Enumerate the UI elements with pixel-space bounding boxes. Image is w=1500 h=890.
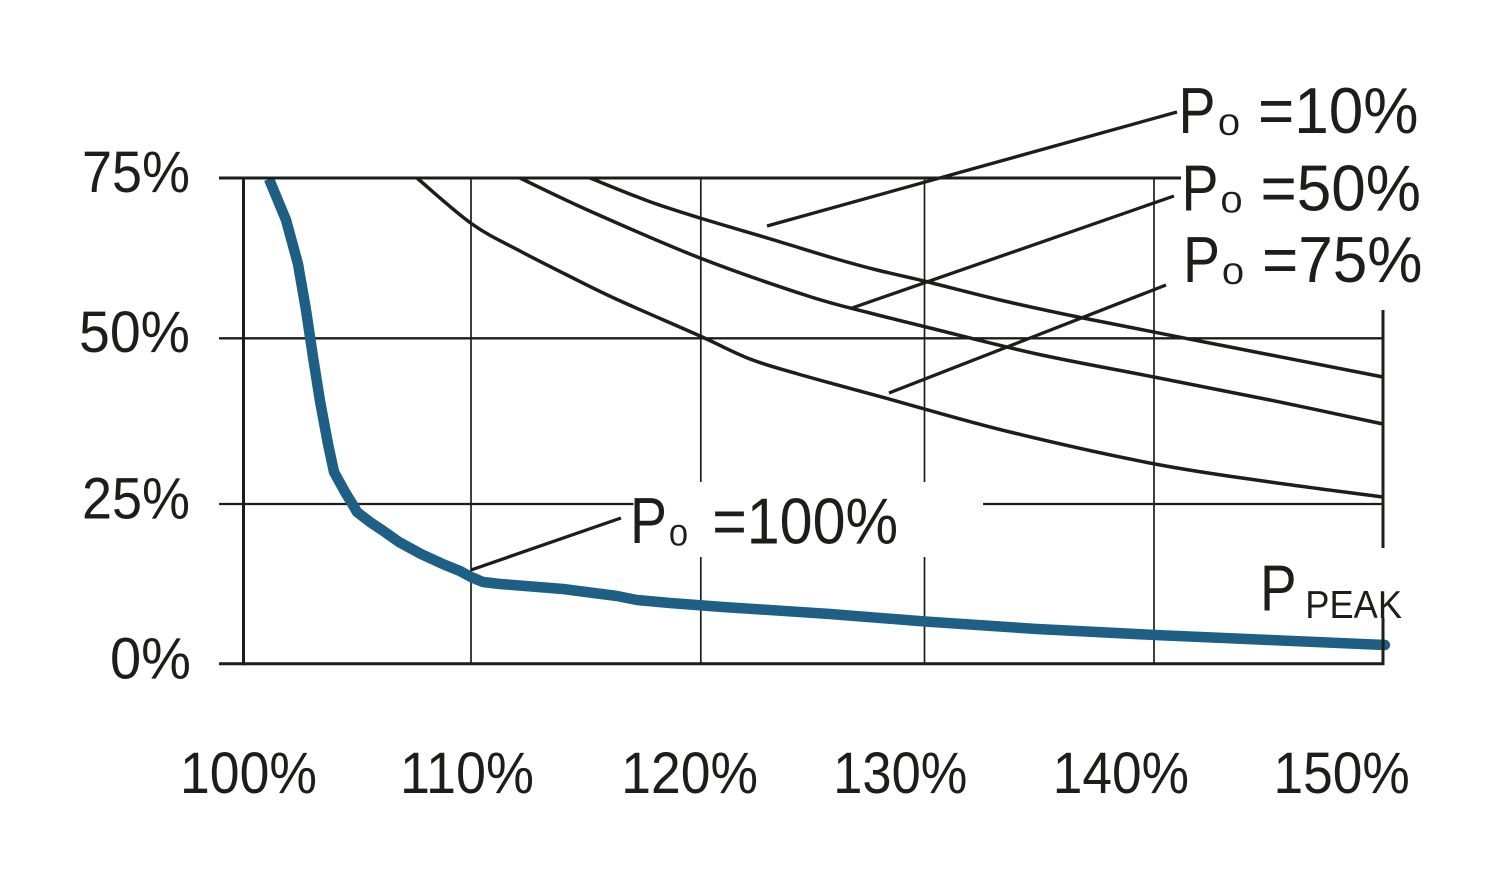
svg-text:150%: 150% bbox=[1274, 741, 1410, 806]
svg-text:PEAK: PEAK bbox=[1305, 584, 1402, 627]
svg-text:P: P bbox=[1182, 152, 1219, 225]
svg-text:25%: 25% bbox=[82, 467, 190, 532]
svg-text:100%: 100% bbox=[180, 741, 317, 806]
svg-text:50%: 50% bbox=[79, 300, 190, 365]
svg-text:0: 0 bbox=[1222, 258, 1244, 291]
svg-text:P: P bbox=[1179, 74, 1216, 147]
svg-text:P: P bbox=[630, 484, 667, 557]
svg-text:0: 0 bbox=[669, 520, 688, 553]
svg-text:=100%: =100% bbox=[712, 485, 898, 558]
svg-text:P: P bbox=[1260, 552, 1297, 625]
svg-text:110%: 110% bbox=[400, 741, 534, 806]
svg-text:=10%: =10% bbox=[1258, 74, 1419, 147]
svg-text:=75%: =75% bbox=[1262, 223, 1423, 296]
svg-text:0%: 0% bbox=[110, 627, 191, 692]
svg-text:0: 0 bbox=[1218, 109, 1240, 142]
svg-text:120%: 120% bbox=[621, 741, 758, 806]
svg-text:=50%: =50% bbox=[1261, 152, 1422, 225]
svg-text:130%: 130% bbox=[833, 741, 967, 806]
svg-text:P: P bbox=[1183, 223, 1220, 296]
svg-text:0: 0 bbox=[1221, 187, 1243, 220]
svg-text:140%: 140% bbox=[1053, 741, 1189, 806]
svg-text:75%: 75% bbox=[82, 140, 190, 205]
